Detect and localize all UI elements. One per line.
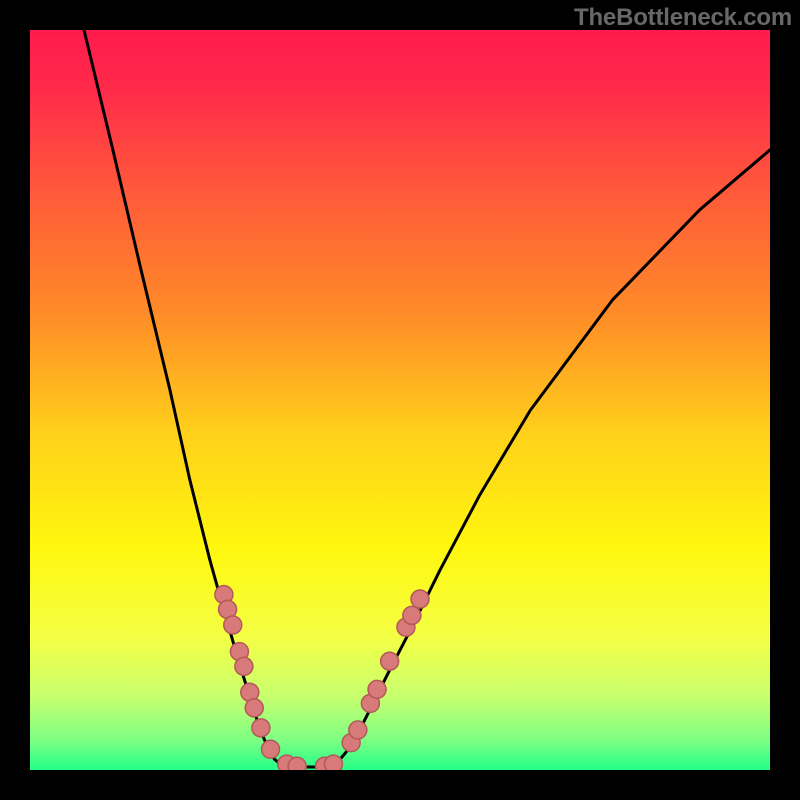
data-marker (288, 757, 306, 770)
data-marker (403, 606, 421, 624)
gradient-background (30, 30, 770, 770)
data-marker (368, 680, 386, 698)
data-marker (235, 657, 253, 675)
data-marker (252, 719, 270, 737)
plot-area (30, 30, 770, 770)
data-marker (349, 721, 367, 739)
watermark-text: TheBottleneck.com (574, 4, 792, 32)
chart-container: TheBottleneck.com (0, 0, 800, 800)
data-marker (224, 616, 242, 634)
bottleneck-plot (30, 30, 770, 770)
data-marker (381, 652, 399, 670)
data-marker (245, 699, 263, 717)
data-marker (324, 755, 342, 770)
data-marker (262, 740, 280, 758)
data-marker (411, 590, 429, 608)
